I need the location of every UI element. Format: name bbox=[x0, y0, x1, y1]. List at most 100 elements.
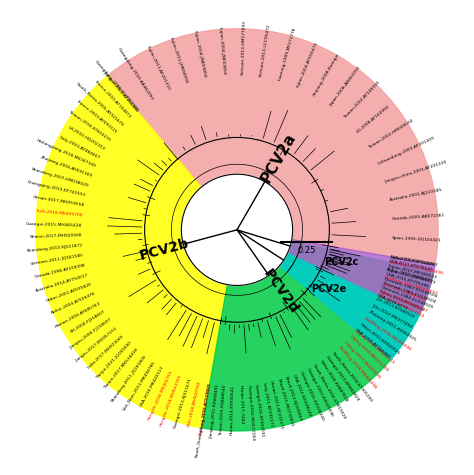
Text: 0.25: 0.25 bbox=[297, 246, 316, 255]
Text: Fujian-2013-KY940522: Fujian-2013-KY940522 bbox=[378, 289, 425, 313]
Text: USA-2015-KT795289: USA-2015-KT795289 bbox=[389, 255, 434, 266]
Text: PCV2c: PCV2c bbox=[324, 257, 359, 267]
Text: LiJiang-2017-MK424114: LiJiang-2017-MK424114 bbox=[376, 294, 425, 319]
Text: PCV2e: PCV2e bbox=[311, 285, 346, 294]
Text: Fujian-2004-AY556474: Fujian-2004-AY556474 bbox=[296, 41, 319, 88]
Text: Anhui-2004-AY556476: Anhui-2004-AY556476 bbox=[51, 292, 97, 315]
Text: Italy-2011-KF231171: Italy-2011-KF231171 bbox=[262, 382, 273, 428]
Text: Fujian-2004-JN859856: Fujian-2004-JN859856 bbox=[193, 30, 207, 79]
Text: South_Korea-2005-AY321679: South_Korea-2005-AY321679 bbox=[75, 81, 124, 126]
Text: Anhui-2011-JX406420: Anhui-2011-JX406420 bbox=[386, 267, 433, 284]
Text: Jiangsug-2011-KX668491: Jiangsug-2011-KX668491 bbox=[209, 383, 219, 438]
Text: Jiangiu-2017-MG957151: Jiangiu-2017-MG957151 bbox=[74, 326, 118, 362]
Text: Australia-2001-AJ223185: Australia-2001-AJ223185 bbox=[389, 188, 443, 202]
Wedge shape bbox=[36, 76, 228, 428]
Text: YuXi-2018-MK405700: YuXi-2018-MK405700 bbox=[36, 209, 83, 217]
Text: Fujian-2017-MF589524: Fujian-2017-MF589524 bbox=[387, 264, 437, 279]
Text: KunMing-2018-MK405698: KunMing-2018-MK405698 bbox=[363, 316, 411, 352]
Text: Zhejiang-2011-KX960925: Zhejiang-2011-KX960925 bbox=[367, 310, 417, 343]
Text: Heilongjiang-2018-MK347349: Heilongjiang-2018-MK347349 bbox=[36, 139, 96, 169]
Text: Fujian-2003-AY184287: Fujian-2003-AY184287 bbox=[389, 255, 438, 267]
Text: Sichuan-2013-HM177693: Sichuan-2013-HM177693 bbox=[240, 20, 246, 75]
Text: PCV2a: PCV2a bbox=[258, 130, 299, 185]
Text: Xinjiang-2008-Kuangxi: Xinjiang-2008-Kuangxi bbox=[313, 52, 341, 96]
Text: Jiangsu-china-2001-AF201310: Jiangsu-china-2001-AF201310 bbox=[384, 160, 447, 184]
Text: Fujian-2011-AF201310: Fujian-2011-AF201310 bbox=[146, 46, 171, 92]
Text: Tianjin-2021-JQ181600: Tianjin-2021-JQ181600 bbox=[95, 341, 132, 380]
Text: Denmark-1987-EU148504: Denmark-1987-EU148504 bbox=[383, 276, 438, 298]
Text: SH-2004-FJ158607: SH-2004-FJ158607 bbox=[70, 310, 106, 334]
Text: Jiangsu-2001-AF201309: Jiangsu-2001-AF201309 bbox=[102, 70, 139, 113]
Wedge shape bbox=[287, 239, 435, 315]
Text: UK-2010-HQ202313: UK-2010-HQ202313 bbox=[67, 125, 106, 151]
Text: HengHe-2018-MH923703: HengHe-2018-MH923703 bbox=[159, 374, 183, 427]
Text: Guangxi-2016-KX328240: Guangxi-2016-KX328240 bbox=[298, 370, 324, 422]
Text: India-2017-MH923045: India-2017-MH923045 bbox=[86, 334, 125, 370]
Text: YuXi-2019-MK987069: YuXi-2019-MK987069 bbox=[382, 282, 426, 302]
Text: South_Korea-2016-KY305200: South_Korea-2016-KY305200 bbox=[331, 350, 374, 402]
Text: Taiwan-2015-KX868540: Taiwan-2015-KX868540 bbox=[219, 384, 228, 436]
Text: USA-2015-KT795288: USA-2015-KT795288 bbox=[385, 272, 429, 289]
Text: France-2003-AY093315: France-2003-AY093315 bbox=[76, 99, 118, 134]
Text: Denmark-1980-EU148504: Denmark-1980-EU148504 bbox=[382, 281, 437, 304]
Text: DaLi-2018-MH920700: DaLi-2018-MH920700 bbox=[187, 380, 202, 427]
Text: USA-2016-MK424113: USA-2016-MK424113 bbox=[139, 365, 164, 408]
Text: France-2010-AF104873: France-2010-AF104873 bbox=[93, 80, 131, 119]
Text: Italy-2003-AY484407: Italy-2003-AY484407 bbox=[59, 135, 101, 160]
Text: Fujian-2011-JHN94956: Fujian-2011-JHN94956 bbox=[169, 37, 189, 84]
Text: OuJing-2017-MK405699: OuJing-2017-MK405699 bbox=[343, 340, 382, 380]
Text: Vietnam-2011-JQ181585: Vietnam-2011-JQ181585 bbox=[30, 253, 84, 266]
Text: Denmark-1980-EU148505: Denmark-1980-EU148505 bbox=[380, 285, 434, 310]
Text: Taiwan-2002-HM039034: Taiwan-2002-HM039034 bbox=[367, 118, 414, 150]
Text: Henan-2017-MH059558: Henan-2017-MH059558 bbox=[32, 195, 84, 207]
Text: Brazil-2011-MG732831: Brazil-2011-MG732831 bbox=[277, 379, 294, 428]
Text: Fujian-2017-MF589523: Fujian-2017-MF589523 bbox=[386, 268, 436, 285]
Text: Sichuan-2013-LCC95472: Sichuan-2013-LCC95472 bbox=[259, 23, 272, 77]
Text: Canada-2005-AB072381: Canada-2005-AB072381 bbox=[392, 213, 445, 221]
Text: Shanxi-2017-MH920568: Shanxi-2017-MH920568 bbox=[29, 233, 82, 239]
Text: Guangxi-2013-KJ511671: Guangxi-2013-KJ511671 bbox=[173, 377, 192, 429]
Text: KunMing-2016-MK405696: KunMing-2016-MK405696 bbox=[388, 260, 444, 276]
Text: Guangxi-2015-MH465428: Guangxi-2015-MH465428 bbox=[26, 221, 82, 227]
Text: South_Guangdong-2016-KC519325: South_Guangdong-2016-KC519325 bbox=[195, 382, 212, 458]
Text: Hunan-2014-KY940541: Hunan-2014-KY940541 bbox=[230, 385, 235, 435]
Text: KunMing-2017-MK405697: KunMing-2017-MK405697 bbox=[384, 275, 438, 296]
Text: KunMing-2018-MK405698: KunMing-2018-MK405698 bbox=[337, 345, 377, 390]
Text: Viet_Nam-2011-MK494785: Viet_Nam-2011-MK494785 bbox=[121, 360, 156, 411]
Text: Guangxi-2016-MG517204: Guangxi-2016-MG517204 bbox=[246, 384, 255, 441]
Text: Hunan-2017-7443: Hunan-2017-7443 bbox=[239, 385, 244, 424]
Text: USA-2015-KT77: USA-2015-KT77 bbox=[376, 294, 409, 312]
Text: OuJing-2018-MH151168: OuJing-2018-MH151168 bbox=[348, 334, 389, 373]
Text: USA-2012-KX328240: USA-2012-KX328240 bbox=[291, 373, 311, 418]
Wedge shape bbox=[202, 241, 434, 431]
Circle shape bbox=[182, 174, 292, 285]
Text: Canada-1998-AF109398: Canada-1998-AF109398 bbox=[35, 263, 87, 279]
Wedge shape bbox=[108, 28, 438, 265]
Text: Jiin-2013-KY940522: Jiin-2013-KY940522 bbox=[375, 296, 415, 319]
Text: Guangdong-2010-AB462093: Guangdong-2010-AB462093 bbox=[117, 47, 155, 101]
Text: Hebei-2016-KX887818: Hebei-2016-KX887818 bbox=[319, 359, 349, 403]
Text: Fujian-2004-JNE03850: Fujian-2004-JNE03850 bbox=[217, 27, 226, 76]
Text: Hainan-2004-AY685763: Hainan-2004-AY685763 bbox=[54, 301, 101, 328]
Text: LG-2008-AY160993: LG-2008-AY160993 bbox=[356, 104, 391, 134]
Text: South_Korea-2016-KY819324: South_Korea-2016-KY819324 bbox=[312, 363, 347, 420]
Text: Taiwan-2002-AY146093: Taiwan-2002-AY146093 bbox=[343, 81, 381, 120]
Text: Spain-1995-DQ104421: Spain-1995-DQ104421 bbox=[392, 236, 441, 243]
Text: Brazil-2013-KJ109563: Brazil-2013-KJ109563 bbox=[284, 376, 302, 422]
Text: Guangxi-2010-KX025046: Guangxi-2010-KX025046 bbox=[305, 367, 334, 418]
Text: USA-2015-KT870147: USA-2015-KT870147 bbox=[388, 259, 433, 272]
Text: Hunan-2011-KF231171: Hunan-2011-KF231171 bbox=[269, 380, 284, 430]
Text: Hebei-2011-KX960925: Hebei-2011-KX960925 bbox=[359, 323, 400, 356]
Text: Guangxi-2013-KM460824: Guangxi-2013-KM460824 bbox=[325, 355, 361, 402]
Text: Chongqing-2013-KF742553: Chongqing-2013-KF742553 bbox=[27, 180, 86, 197]
Text: OuJing-2016-MK424115: OuJing-2016-MK424115 bbox=[354, 329, 396, 365]
Text: USA-2003-AY184287: USA-2003-AY184287 bbox=[355, 328, 391, 360]
Text: Guangdong-2008-GU7952182: Guangdong-2008-GU7952182 bbox=[93, 59, 139, 113]
Text: DaHong-2018-KC514863: DaHong-2018-KC514863 bbox=[199, 382, 212, 436]
Text: Guangxi-2016-KY302031: Guangxi-2016-KY302031 bbox=[254, 383, 264, 437]
Text: Jilin-2017-MK377494: Jilin-2017-MK377494 bbox=[372, 303, 413, 329]
Text: Japan-2008-AB462093: Japan-2008-AB462093 bbox=[328, 66, 361, 107]
Text: Liaoning-1999-MF271778: Liaoning-1999-MF271778 bbox=[278, 27, 297, 81]
Text: Australia-2014-AY754017: Australia-2014-AY754017 bbox=[35, 273, 89, 293]
Text: Shandong-2007-HM038029: Shandong-2007-HM038029 bbox=[31, 167, 89, 188]
